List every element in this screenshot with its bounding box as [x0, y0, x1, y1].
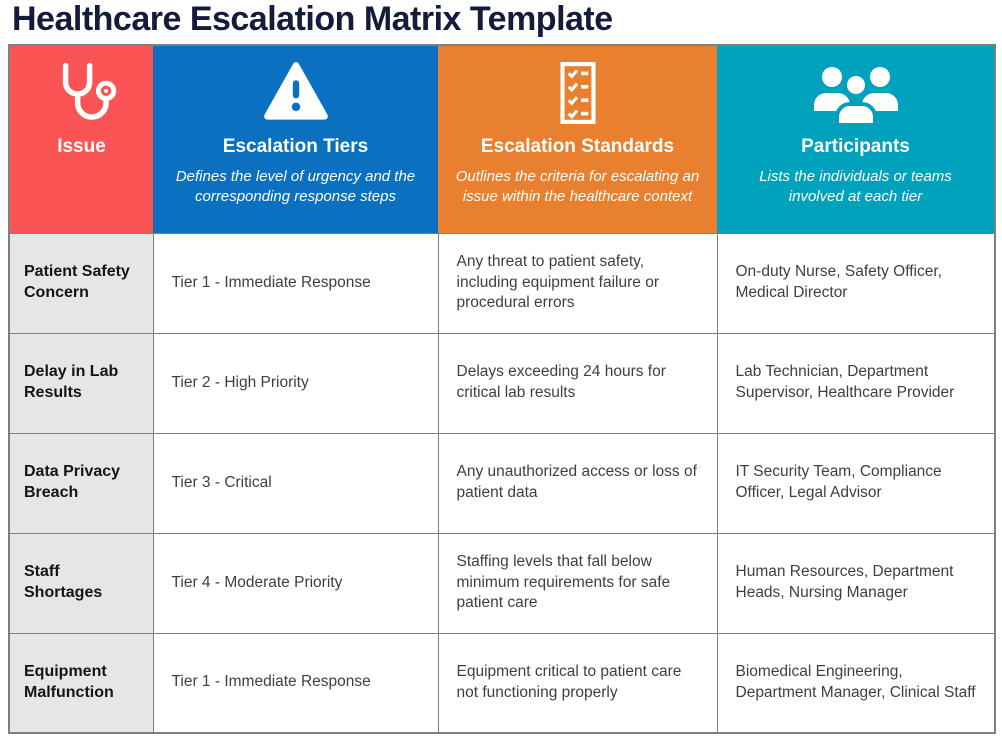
- column-header-issue: Issue: [9, 45, 153, 233]
- column-label-escalation-standards: Escalation Standards: [480, 136, 675, 157]
- column-label-participants: Participants: [801, 136, 910, 157]
- participants-cell: On-duty Nurse, Safety Officer, Medical D…: [716, 232, 996, 334]
- column-label-issue: Issue: [57, 136, 106, 157]
- page-title: Healthcare Escalation Matrix Template: [12, 0, 613, 38]
- people-icon: [727, 56, 984, 130]
- tier-cell: Tier 1 - Immediate Response: [152, 232, 439, 334]
- tier-cell: Tier 2 - High Priority: [152, 332, 439, 434]
- checklist-icon: [448, 56, 707, 130]
- column-subtitle-escalation-standards: Outlines the criteria for escalating an …: [455, 167, 700, 206]
- standard-cell: Delays exceeding 24 hours for critical l…: [437, 332, 718, 434]
- row-label-data-privacy-breach: Data Privacy Breach: [8, 432, 154, 534]
- escalation-matrix-table: Issue Escalation Tiers Defines the level…: [8, 44, 996, 734]
- row-label-staff-shortages: Staff Shortages: [8, 532, 154, 634]
- table-row: Staff Shortages Tier 4 - Moderate Priori…: [8, 532, 996, 634]
- column-header-escalation-standards: Escalation Standards Outlines the criter…: [438, 45, 717, 233]
- table-row: Data Privacy Breach Tier 3 - Critical An…: [8, 432, 996, 534]
- column-label-escalation-tiers: Escalation Tiers: [222, 136, 369, 157]
- participants-cell: Human Resources, Department Heads, Nursi…: [716, 532, 996, 634]
- standard-cell: Any unauthorized access or loss of patie…: [437, 432, 718, 534]
- table-row: Delay in Lab Results Tier 2 - High Prior…: [8, 332, 996, 434]
- standard-cell: Any threat to patient safety, including …: [437, 232, 718, 334]
- tier-cell: Tier 3 - Critical: [152, 432, 439, 534]
- table-row: Equipment Malfunction Tier 1 - Immediate…: [8, 632, 996, 734]
- column-header-participants: Participants Lists the individuals or te…: [717, 45, 995, 233]
- row-label-delay-in-lab-results: Delay in Lab Results: [8, 332, 154, 434]
- participants-cell: Lab Technician, Department Supervisor, H…: [716, 332, 996, 434]
- standard-cell: Staffing levels that fall below minimum …: [437, 532, 718, 634]
- table-row: Patient Safety Concern Tier 1 - Immediat…: [8, 232, 996, 334]
- row-label-equipment-malfunction: Equipment Malfunction: [8, 632, 154, 734]
- column-subtitle-participants: Lists the individuals or teams involved …: [759, 167, 952, 206]
- column-header-escalation-tiers: Escalation Tiers Defines the level of ur…: [153, 45, 438, 233]
- header-row: Issue Escalation Tiers Defines the level…: [9, 45, 995, 233]
- participants-cell: Biomedical Engineering, Department Manag…: [716, 632, 996, 734]
- row-label-patient-safety-concern: Patient Safety Concern: [8, 232, 154, 334]
- column-subtitle-escalation-tiers: Defines the level of urgency and the cor…: [175, 167, 416, 206]
- participants-cell: IT Security Team, Compliance Officer, Le…: [716, 432, 996, 534]
- warning-triangle-icon: [163, 56, 428, 130]
- stethoscope-icon: [20, 56, 143, 130]
- tier-cell: Tier 4 - Moderate Priority: [152, 532, 439, 634]
- tier-cell: Tier 1 - Immediate Response: [152, 632, 439, 734]
- standard-cell: Equipment critical to patient care not f…: [437, 632, 718, 734]
